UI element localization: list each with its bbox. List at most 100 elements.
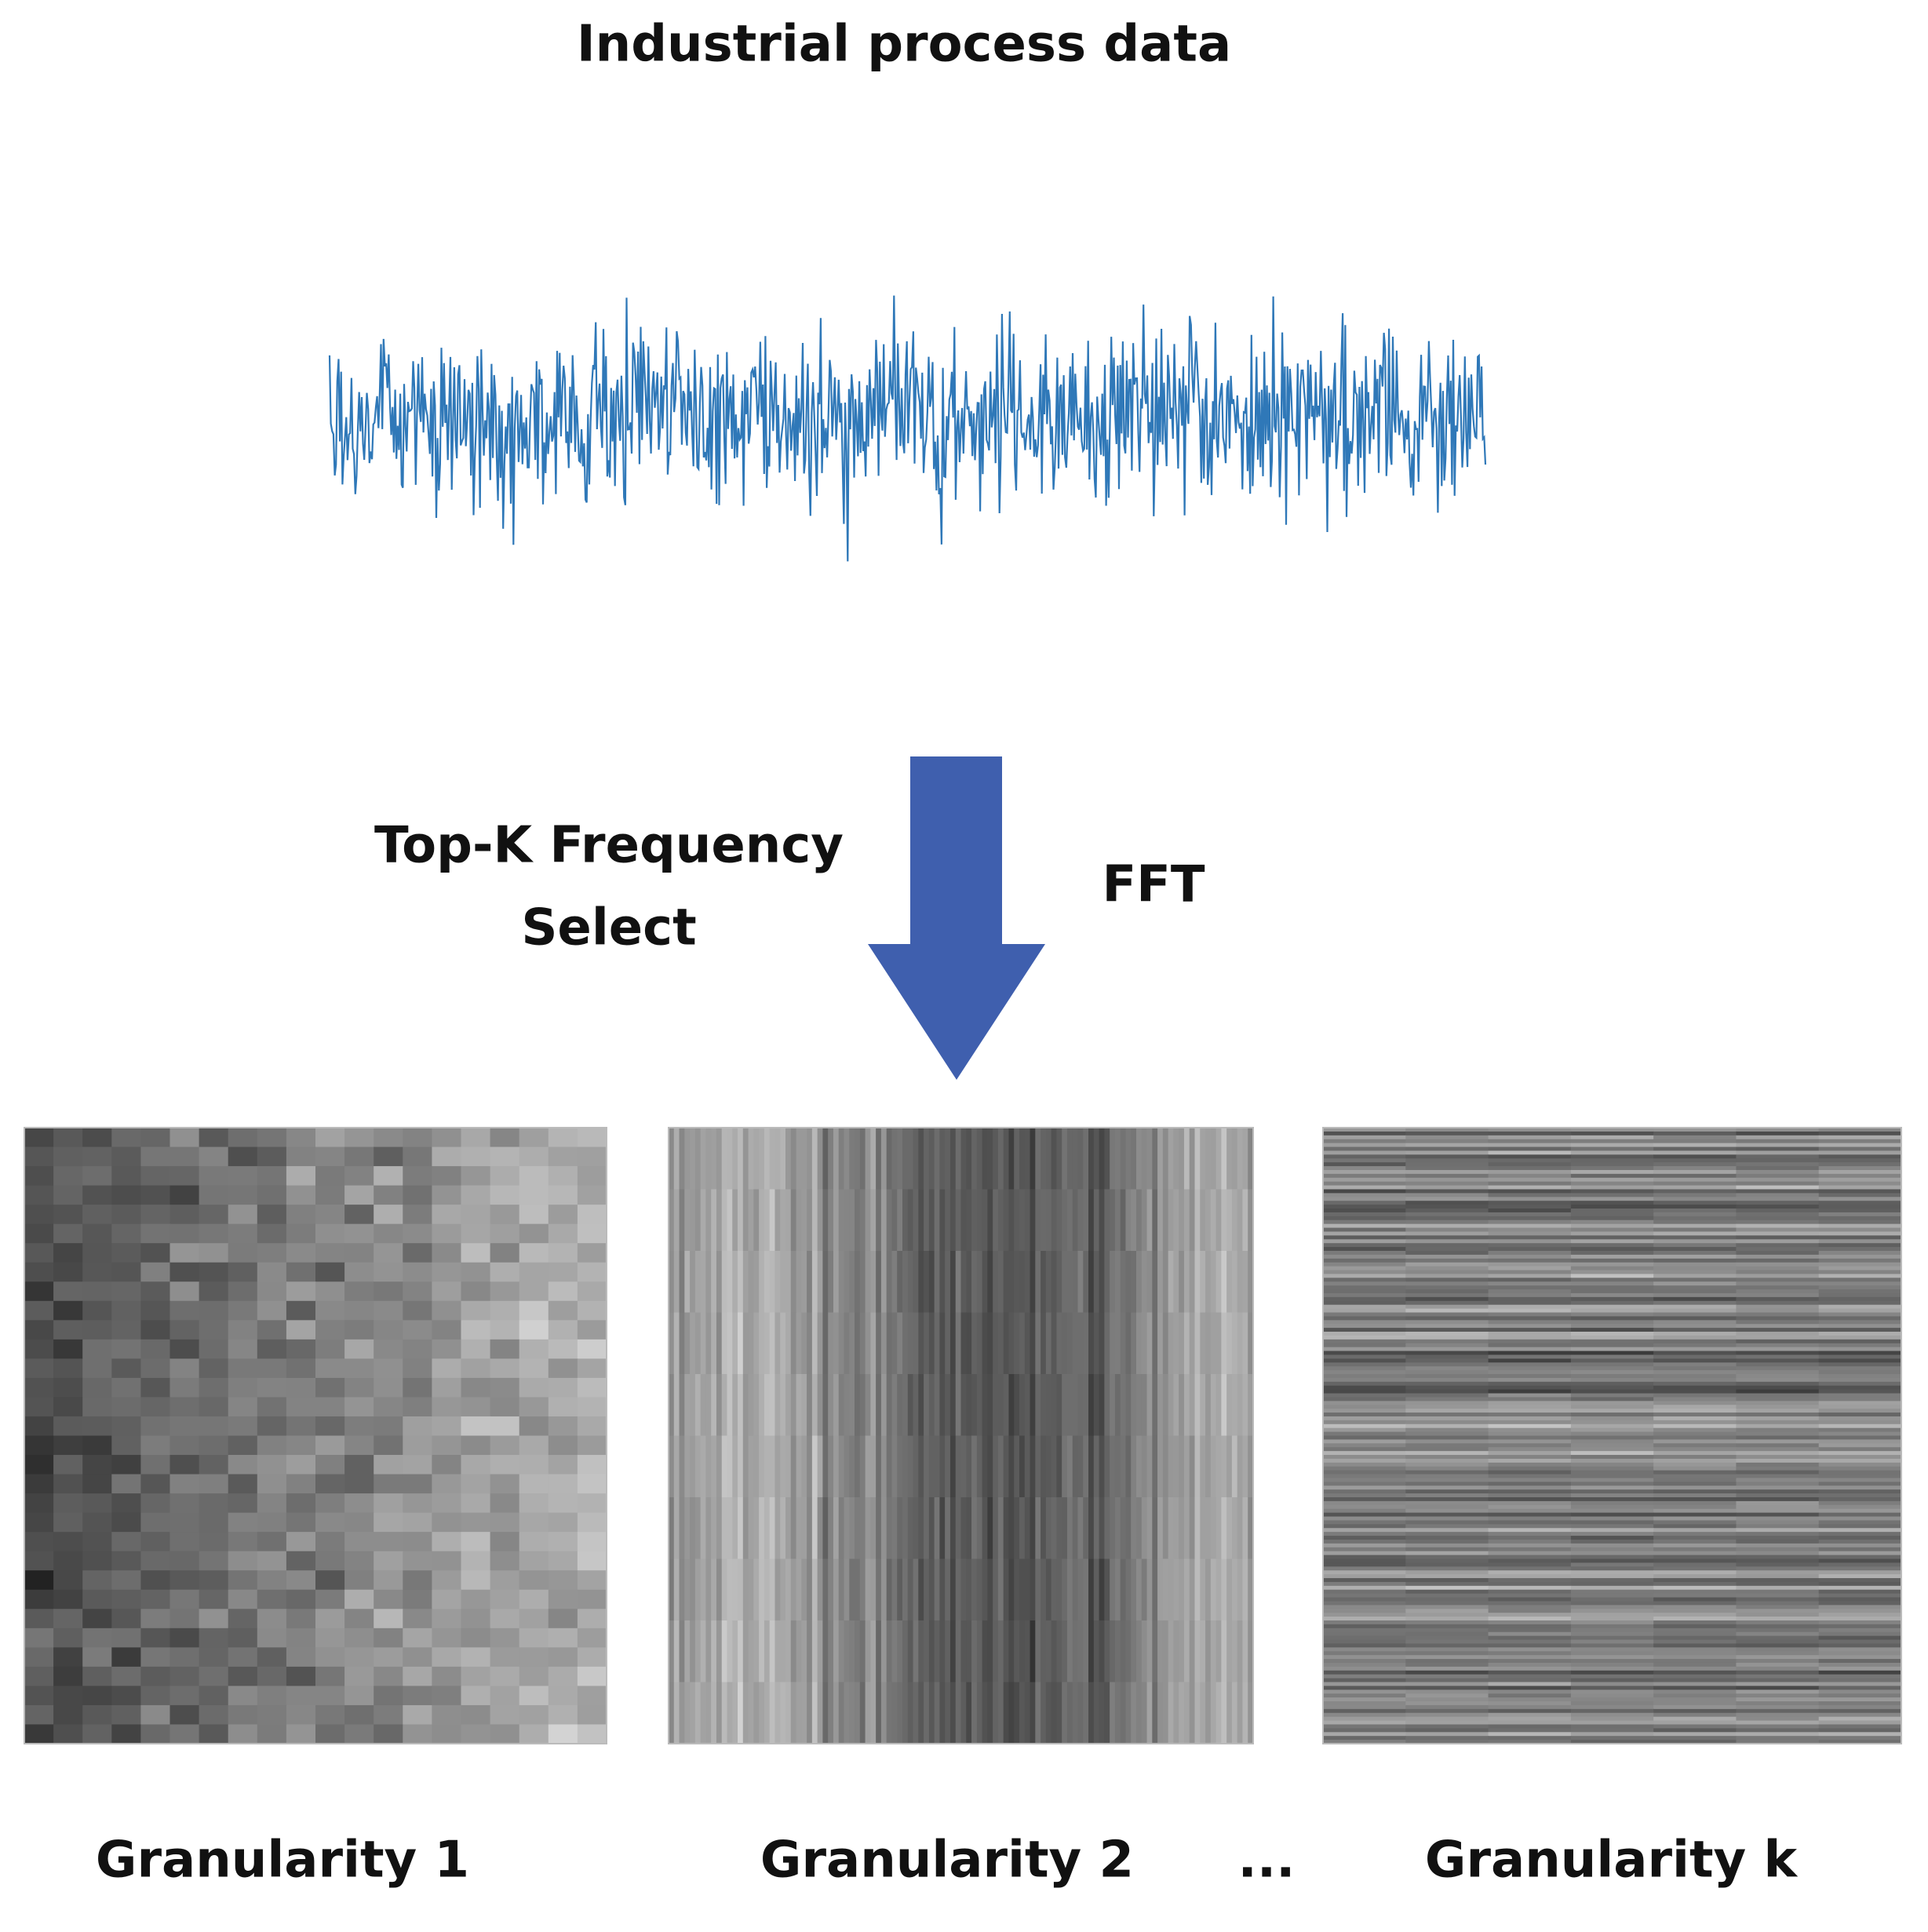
texture-cell [1405,1420,1489,1425]
texture-cell [1066,1435,1073,1498]
texture-cell [1488,1139,1572,1144]
texture-cell [519,1416,549,1437]
texture-cell [1131,1374,1137,1437]
texture-cell [1488,1216,1572,1221]
texture-cell [759,1128,765,1190]
texture-cell [82,1551,112,1571]
texture-cell [1653,1512,1737,1518]
texture-cell [1818,1670,1902,1675]
texture-cell [918,1128,924,1190]
texture-cell [817,1435,824,1498]
texture-cell [993,1189,999,1252]
texture-cell [1570,1597,1654,1602]
texture-cell [1653,1690,1737,1694]
texture-cell [1488,1578,1572,1583]
texture-cell [1653,1258,1737,1263]
texture-cell [1051,1251,1058,1314]
texture-cell [1405,1416,1489,1421]
texture-cell [738,1374,744,1437]
texture-cell [690,1620,696,1683]
texture-cell [1189,1497,1196,1560]
texture-cell [769,1620,776,1683]
texture-cell [1736,1351,1820,1356]
texture-cell [1323,1177,1406,1183]
texture-cell [876,1189,882,1252]
texture-cell [315,1455,345,1475]
texture-cell [1323,1235,1406,1240]
texture-cell [111,1493,141,1514]
texture-cell [1237,1497,1244,1560]
texture-cell [490,1570,520,1591]
texture-cell [790,1682,797,1744]
texture-cell [928,1189,935,1252]
texture-cell [548,1223,578,1244]
texture-cell [403,1358,432,1379]
texture-cell [1653,1312,1737,1318]
texture-cell [82,1666,112,1687]
texture-cell [1570,1262,1654,1267]
texture-cell [1818,1639,1902,1645]
texture-cell [1570,1570,1654,1575]
texture-cell [228,1416,258,1437]
texture-cell [1818,1543,1902,1548]
texture-cell [764,1374,771,1437]
texture-cell [1041,1128,1047,1190]
texture-cell [742,1558,749,1621]
texture-cell [432,1358,462,1379]
texture-cell [1066,1497,1073,1560]
texture-cell [548,1512,578,1533]
texture-cell [738,1497,744,1560]
texture-cell [257,1724,287,1744]
texture-cell [902,1558,909,1621]
texture-cell [796,1189,802,1252]
texture-cell [1136,1682,1143,1744]
texture-cell [997,1128,1004,1190]
texture-cell [315,1589,345,1609]
texture-cell [928,1128,935,1190]
texture-cell [1189,1251,1196,1314]
texture-cell [1488,1551,1572,1556]
texture-cell [934,1251,941,1314]
texture-cell [1653,1536,1737,1540]
texture-cell [1818,1524,1902,1529]
texture-cell [24,1647,54,1668]
texture-cell [1736,1262,1820,1267]
texture-cell [82,1704,112,1726]
texture-cell [1570,1347,1654,1352]
texture-cell [490,1397,520,1417]
texture-cell [1653,1374,1737,1379]
texture-cell [1653,1670,1737,1675]
texture-cell [1570,1285,1654,1290]
texture-cell [1736,1169,1820,1175]
texture-cell [461,1724,491,1744]
texture-cell [548,1166,578,1187]
texture-cell [490,1377,520,1398]
texture-cell [1183,1312,1190,1375]
texture-cell [1488,1512,1572,1518]
texture-cell [1736,1617,1820,1621]
texture-cell [1570,1300,1654,1306]
texture-cell [1066,1682,1073,1744]
texture-cell [1405,1732,1489,1737]
texture-cell [1226,1558,1233,1621]
texture-cell [1488,1500,1572,1506]
texture-cell [1405,1328,1489,1332]
texture-cell [844,1435,850,1498]
texture-cell [1323,1605,1406,1609]
texture-cell [732,1682,738,1744]
texture-cell [1173,1497,1179,1560]
texture-cell [1653,1173,1737,1179]
texture-cell [1014,1128,1020,1190]
texture-cell [1323,1227,1406,1233]
texture-cell [1488,1413,1572,1417]
texture-cell [817,1374,824,1437]
texture-cell [955,1312,962,1375]
texture-cell [257,1704,287,1726]
texture-cell [1210,1312,1217,1375]
texture-cell [673,1558,680,1621]
texture-cell [1083,1189,1089,1252]
texture-cell [1014,1620,1020,1683]
texture-cell [490,1358,520,1379]
texture-cell [53,1532,83,1552]
texture-cell [1210,1558,1217,1621]
